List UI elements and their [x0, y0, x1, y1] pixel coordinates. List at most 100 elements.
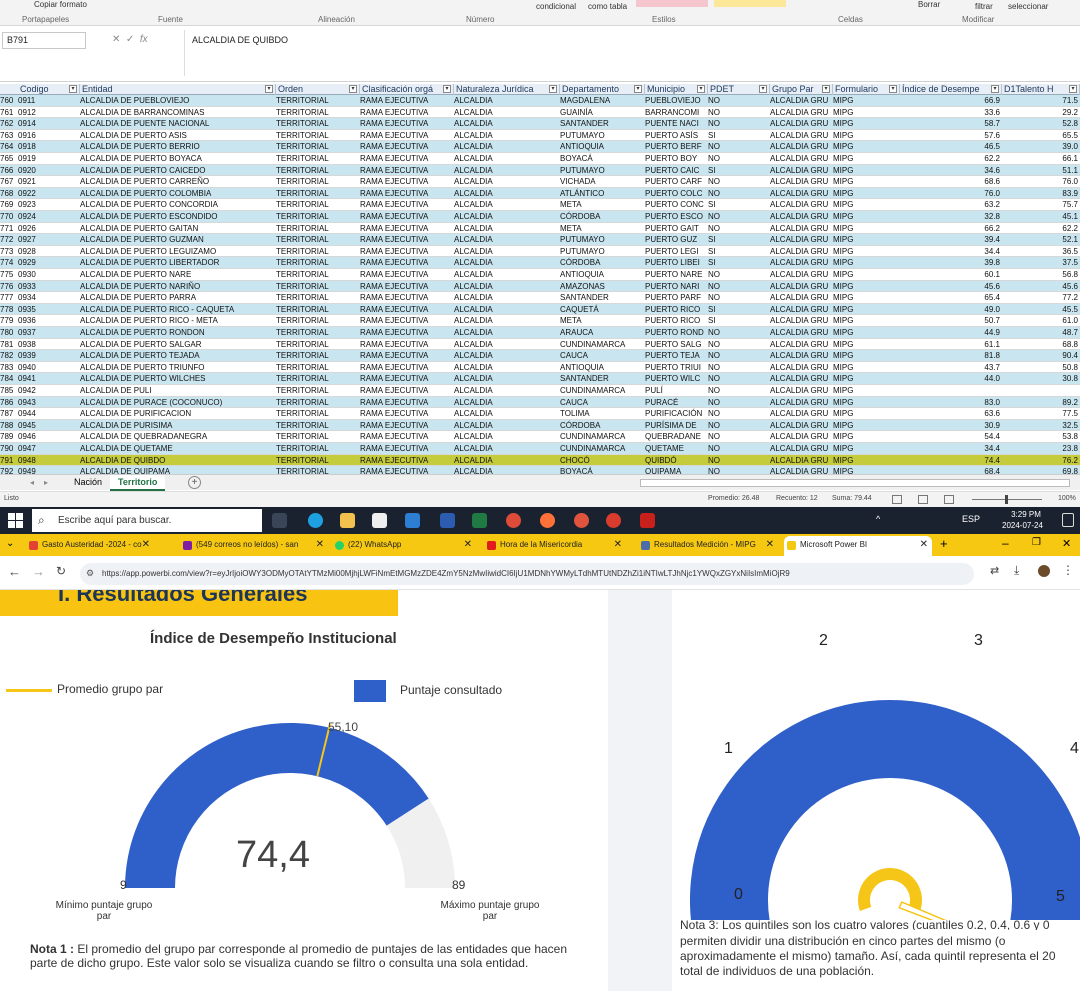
taskbar-search-input[interactable]: ⌕ Escribe aquí para buscar. — [32, 509, 262, 532]
table-cell[interactable]: PUERTO GAIT — [645, 223, 699, 233]
table-cell[interactable]: ALCALDIA — [454, 235, 493, 245]
table-cell[interactable]: PUERTO BERF — [645, 142, 702, 152]
table-cell[interactable]: TERRITORIAL — [276, 142, 329, 152]
window-close-icon[interactable]: ✕ — [1062, 538, 1072, 550]
table-cell[interactable]: NO — [708, 96, 720, 105]
table-cell[interactable]: PUERTO RICO — [645, 316, 701, 326]
table-cell[interactable]: NO — [708, 409, 720, 419]
table-cell[interactable]: RAMA EJECUTIVA — [360, 154, 429, 163]
table-row[interactable]: 764 0918 ALCALDIA DE PUERTO BERRIO TERRITOR… — [0, 141, 1080, 153]
table-cell[interactable]: 66.1 — [1062, 154, 1078, 163]
table-cell[interactable]: ALCALDIA — [454, 397, 493, 407]
table-cell[interactable]: NO — [708, 455, 720, 465]
table-cell[interactable]: ALCALDIA DE PUERTO BOYACA — [80, 154, 202, 163]
table-cell[interactable]: ALCALDIA DE PUERTO CARREÑO — [80, 177, 210, 187]
table-cell[interactable]: RAMA EJECUTIVA — [360, 223, 429, 233]
table-cell[interactable]: 76.2 — [1062, 455, 1078, 465]
page-layout-icon[interactable] — [918, 495, 928, 504]
table-cell[interactable]: 54.4 — [984, 432, 1000, 442]
table-cell[interactable]: PUERTO RICO — [645, 304, 701, 314]
table-cell[interactable]: SANTANDER — [560, 119, 609, 129]
table-cell[interactable]: 58.7 — [984, 119, 1000, 129]
table-cell[interactable]: MIPG — [833, 386, 854, 395]
table-cell[interactable]: 0921 — [18, 177, 36, 187]
table-cell[interactable]: SI — [708, 165, 716, 175]
table-cell[interactable]: ALCALDIA GRU — [770, 467, 829, 474]
table-cell[interactable]: ALCALDIA GRU — [770, 304, 829, 314]
table-cell[interactable]: MIPG — [833, 281, 854, 291]
table-cell[interactable]: 62.2 — [1062, 223, 1078, 233]
table-cell[interactable]: RAMA EJECUTIVA — [360, 119, 429, 129]
table-cell[interactable]: RAMA EJECUTIVA — [360, 235, 429, 245]
table-cell[interactable]: RAMA EJECUTIVA — [360, 212, 429, 221]
table-cell[interactable]: NO — [708, 270, 720, 279]
table-cell[interactable]: 0916 — [18, 130, 36, 140]
table-cell[interactable]: ALCALDIA GRU — [770, 455, 829, 465]
table-row[interactable]: 773 0928 ALCALDIA DE PUERTO LEGUIZAMO TERRI… — [0, 246, 1080, 258]
page-break-icon[interactable] — [944, 495, 954, 504]
table-cell[interactable]: TERRITORIAL — [276, 304, 329, 314]
table-cell[interactable]: 45.6 — [1062, 281, 1078, 291]
table-cell[interactable]: MIPG — [833, 328, 854, 337]
table-cell[interactable]: MIPG — [833, 223, 854, 233]
table-cell[interactable]: ALCALDIA GRU — [770, 420, 829, 430]
table-cell[interactable]: RAMA EJECUTIVA — [360, 200, 429, 210]
table-cell[interactable]: TERRITORIAL — [276, 200, 329, 210]
table-cell[interactable]: ALCALDIA DE PUERTO RONDON — [80, 328, 205, 337]
table-cell[interactable]: TERRITORIAL — [276, 130, 329, 140]
table-cell[interactable]: ALCALDIA — [454, 107, 493, 117]
table-cell[interactable]: TERRITORIAL — [276, 420, 329, 430]
table-cell[interactable]: 77.5 — [1062, 409, 1078, 419]
normal-view-icon[interactable] — [892, 495, 902, 504]
notifications-icon[interactable] — [1062, 513, 1074, 527]
language-indicator[interactable]: ESP — [962, 514, 981, 524]
table-cell[interactable]: ALCALDIA DE PUENTE NACIONAL — [80, 119, 210, 129]
table-row[interactable]: 780 0937 ALCALDIA DE PUERTO RONDON TERRITOR… — [0, 327, 1080, 339]
sheet-nav-next-icon[interactable]: ▸ — [44, 478, 49, 487]
table-cell[interactable]: 0919 — [18, 154, 36, 163]
table-cell[interactable]: TERRITORIAL — [276, 258, 329, 268]
column-header[interactable]: Naturaleza Jurídica — [454, 84, 560, 95]
site-info-icon[interactable]: ⚙ — [86, 568, 95, 578]
table-cell[interactable]: 0920 — [18, 165, 36, 175]
table-cell[interactable]: TERRITORIAL — [276, 293, 329, 303]
table-cell[interactable]: RAMA EJECUTIVA — [360, 362, 429, 372]
table-cell[interactable]: NO — [708, 154, 720, 163]
column-header[interactable]: Entidad — [80, 84, 276, 95]
url-input[interactable]: https://app.powerbi.com/view?r=eyJrIjoiO… — [80, 563, 974, 585]
table-cell[interactable]: BARRANCOMI — [645, 107, 700, 117]
table-cell[interactable]: 51.1 — [1062, 165, 1078, 175]
download-icon[interactable]: ⤓ — [1014, 563, 1020, 577]
table-cell[interactable]: TERRITORIAL — [276, 177, 329, 187]
table-cell[interactable]: ALCALDIA — [454, 246, 493, 256]
table-cell[interactable]: ALCALDIA — [454, 130, 493, 140]
table-cell[interactable]: 44.0 — [984, 374, 1000, 384]
table-cell[interactable]: 29.2 — [1062, 107, 1078, 117]
table-cell[interactable]: ALCALDIA DE PUERTO LIBERTADOR — [80, 258, 220, 268]
copy-format-button[interactable]: Copiar formato — [34, 0, 87, 9]
sheet-nav-prev-icon[interactable]: ◂ — [30, 478, 35, 487]
table-cell[interactable]: ALCALDIA GRU — [770, 177, 829, 187]
table-cell[interactable]: PURÍSIMA DE — [645, 420, 697, 430]
table-cell[interactable]: 0942 — [18, 386, 36, 395]
table-cell[interactable]: PUTUMAYO — [560, 130, 605, 140]
table-cell[interactable]: SI — [708, 235, 716, 245]
table-cell[interactable]: 71.5 — [1062, 96, 1078, 105]
table-cell[interactable]: RAMA EJECUTIVA — [360, 293, 429, 303]
table-cell[interactable]: ALCALDIA GRU — [770, 212, 829, 221]
table-cell[interactable]: ALCALDIA — [454, 188, 493, 198]
table-cell[interactable]: TERRITORIAL — [276, 467, 329, 474]
table-cell[interactable]: PUEBLOVIEJO — [645, 96, 701, 105]
table-cell[interactable]: ALCALDIA — [454, 374, 493, 384]
column-header[interactable]: Grupo Par — [770, 84, 833, 95]
table-cell[interactable]: ALCALDIA DE PUERTO PARRA — [80, 293, 197, 303]
table-cell[interactable]: PUTUMAYO — [560, 246, 605, 256]
close-icon[interactable]: ✕ — [919, 539, 928, 550]
table-cell[interactable]: RAMA EJECUTIVA — [360, 304, 429, 314]
table-cell[interactable]: ALCALDIA GRU — [770, 246, 829, 256]
table-cell[interactable]: TERRITORIAL — [276, 362, 329, 372]
fx-icon[interactable]: ✕ ✓ fx — [112, 34, 148, 45]
table-cell[interactable]: 30.8 — [1062, 374, 1078, 384]
table-cell[interactable]: TERRITORIAL — [276, 270, 329, 279]
table-cell[interactable]: TERRITORIAL — [276, 328, 329, 337]
